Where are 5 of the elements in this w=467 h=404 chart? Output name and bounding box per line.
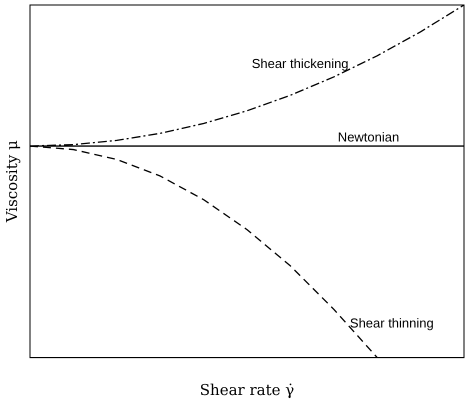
series-label: Shear thinning <box>350 315 434 330</box>
series-label: Shear thickening <box>252 56 349 72</box>
series-label: Newtonian <box>338 130 400 145</box>
y-axis-title: Viscosity μ <box>2 140 21 224</box>
x-axis-title: Shear rate γ̇ <box>200 380 294 399</box>
